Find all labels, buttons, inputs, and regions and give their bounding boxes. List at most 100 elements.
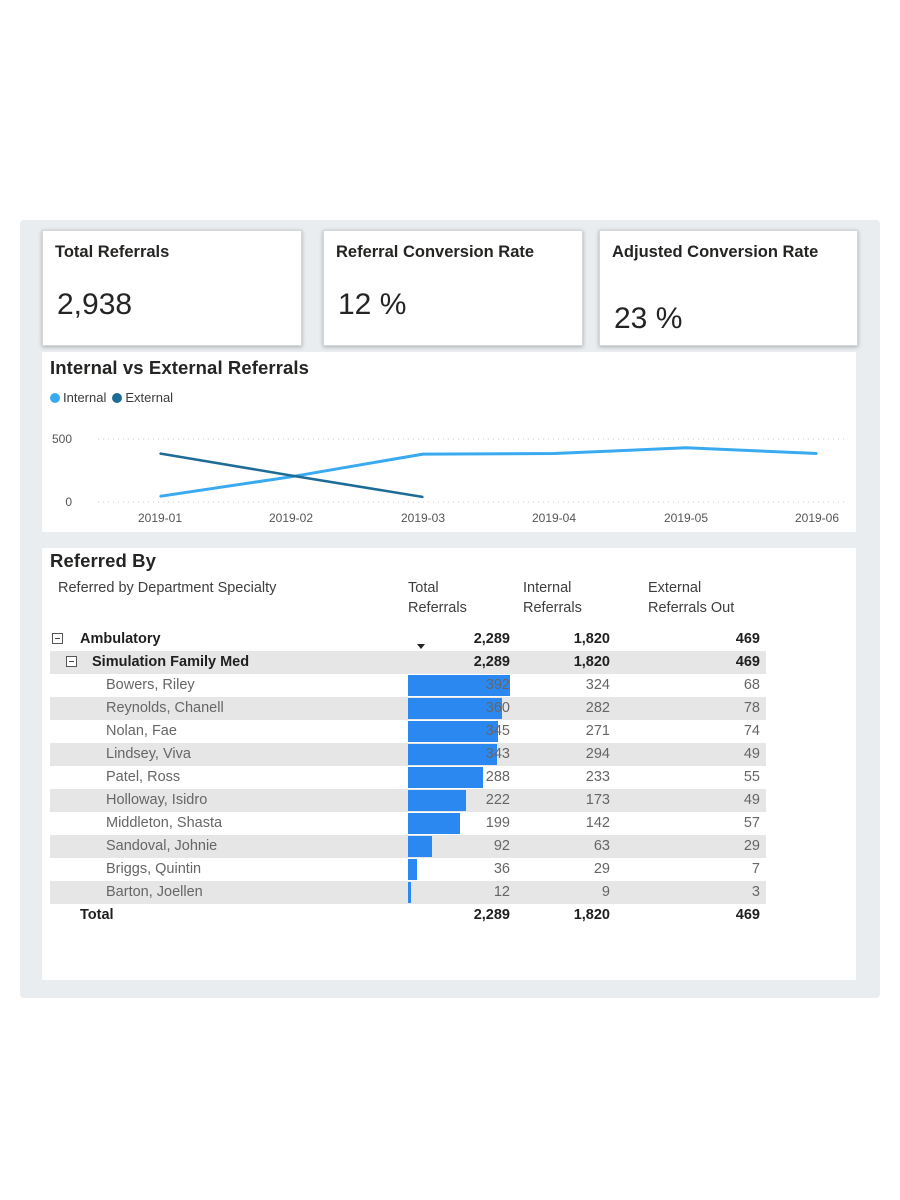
row-external: 3 [751,884,760,900]
kpi-card-referral-conversion-rate[interactable]: Referral Conversion Rate 12 % [323,230,583,346]
row-external: 29 [743,838,760,854]
table-row[interactable]: Patel, Ross 288 233 55 [50,766,766,789]
y-tick-label: 500 [52,432,72,446]
total-internal: 1,820 [573,907,610,923]
row-name: Middleton, Shasta [106,815,223,831]
matrix-total-row: Total 2,289 1,820 469 [50,904,766,927]
data-point-internal[interactable] [422,453,424,455]
legend-marker-icon [50,392,60,403]
subgroup-label: Simulation Family Med [92,654,250,670]
collapse-icon[interactable] [52,633,63,644]
subgroup-total: 2,289 [473,654,510,670]
row-total: 360 [485,700,510,716]
table-row[interactable]: Sandoval, Johnie 92 63 29 [50,835,766,858]
subgroup-internal: 1,820 [573,654,610,670]
matrix-subgroup-row: Simulation Family Med 2,289 1,820 469 [50,651,766,674]
series-line-internal[interactable] [159,446,818,498]
table-row[interactable]: Middleton, Shasta 199 142 57 [50,812,766,835]
x-tick-label: 2019-04 [532,511,576,525]
row-total: 92 [493,838,510,854]
row-internal: 63 [593,838,610,854]
row-total: 288 [485,769,510,785]
row-total-cell: 199 [408,812,510,835]
row-total-cell: 288 [408,766,510,789]
row-external: 49 [743,746,760,762]
y-tick-label: 0 [65,495,72,509]
row-internal: 173 [585,792,610,808]
row-name: Bowers, Riley [106,677,195,693]
row-external: 49 [743,792,760,808]
row-name: Nolan, Fae [106,723,177,739]
kpi-value: 12 % [338,288,407,321]
row-name: Reynolds, Chanell [106,700,224,716]
legend-item-external[interactable]: External [112,390,173,405]
kpi-value: 2,938 [57,288,133,321]
table-row[interactable]: Lindsey, Viva 343 294 49 [50,743,766,766]
data-bar [408,882,412,903]
legend-item-internal[interactable]: Internal [50,390,106,405]
row-total-cell: 92 [408,835,510,858]
chart-legend: Internal External [50,390,179,405]
row-total-cell: 36 [408,858,510,881]
row-name: Holloway, Isidro [106,792,208,808]
row-external: 57 [743,815,760,831]
x-tick-label: 2019-01 [138,511,182,525]
kpi-title: Total Referrals [55,243,170,261]
matrix-group-row: Ambulatory 2,289 1,820 469 [50,628,766,651]
total-label: Total [80,907,114,923]
data-point-external[interactable] [290,474,292,477]
row-name: Briggs, Quintin [106,861,202,877]
table-row[interactable]: Nolan, Fae 345 271 74 [50,720,766,743]
row-total: 345 [485,723,510,739]
collapse-icon[interactable] [66,656,77,667]
row-internal: 29 [593,861,610,877]
column-header-external-referrals-out[interactable]: External Referrals Out [648,580,735,616]
column-header-total-referrals[interactable]: Total Referrals [408,580,467,616]
group-external: 469 [735,631,760,647]
table-row[interactable]: Reynolds, Chanell 360 282 78 [50,697,766,720]
sort-descending-icon [417,644,425,649]
row-external: 74 [743,723,760,739]
total-external: 469 [735,907,760,923]
data-point-internal[interactable] [159,495,161,498]
data-point-internal[interactable] [553,452,555,455]
data-bar [408,698,502,719]
x-tick-label: 2019-02 [269,511,313,525]
data-point-internal[interactable] [685,447,687,449]
row-internal: 9 [601,884,610,900]
table-row[interactable]: Holloway, Isidro 222 173 49 [50,789,766,812]
group-label: Ambulatory [80,631,161,647]
row-total-cell: 343 [408,743,510,766]
table-row[interactable]: Briggs, Quintin 36 29 7 [50,858,766,881]
line-chart-panel[interactable]: Internal vs External Referrals Internal … [42,352,856,532]
x-tick-label: 2019-03 [401,511,445,525]
data-bar [408,767,483,788]
table-row[interactable]: Bowers, Riley 392 324 68 [50,674,766,697]
row-name: Sandoval, Johnie [106,838,218,854]
row-total-cell: 12 [408,881,510,904]
table-row[interactable]: Barton, Joellen 12 9 3 [50,881,766,904]
report-canvas: Total Referrals 2,938 Referral Conversio… [20,220,880,998]
kpi-card-total-referrals[interactable]: Total Referrals 2,938 [42,230,302,346]
data-point-external[interactable] [422,496,424,498]
row-total: 222 [485,792,510,808]
row-total: 36 [493,861,510,877]
data-point-external[interactable] [159,452,161,455]
row-internal: 282 [585,700,610,716]
x-tick-label: 2019-06 [795,511,839,525]
line-chart-plot[interactable]: 500 0 2019-01 2019-02 2019-03 2019-04 2019-05 2… [42,352,856,532]
matrix-panel[interactable]: Referred By Referred by Department Speci… [42,548,856,980]
column-header-department[interactable]: Referred by Department Specialty [58,580,277,596]
column-header-internal-referrals[interactable]: Internal Referrals [523,580,582,616]
kpi-card-adjusted-conversion-rate[interactable]: Adjusted Conversion Rate 23 % [599,230,858,346]
row-external: 68 [743,677,760,693]
group-total: 2,289 [473,631,510,647]
row-external: 7 [751,861,760,877]
row-internal: 271 [585,723,610,739]
row-total: 392 [485,677,510,693]
subgroup-external: 469 [735,654,760,670]
row-external: 78 [743,700,760,716]
row-total: 343 [485,746,510,762]
data-point-internal[interactable] [816,452,818,455]
data-bar [408,744,498,765]
